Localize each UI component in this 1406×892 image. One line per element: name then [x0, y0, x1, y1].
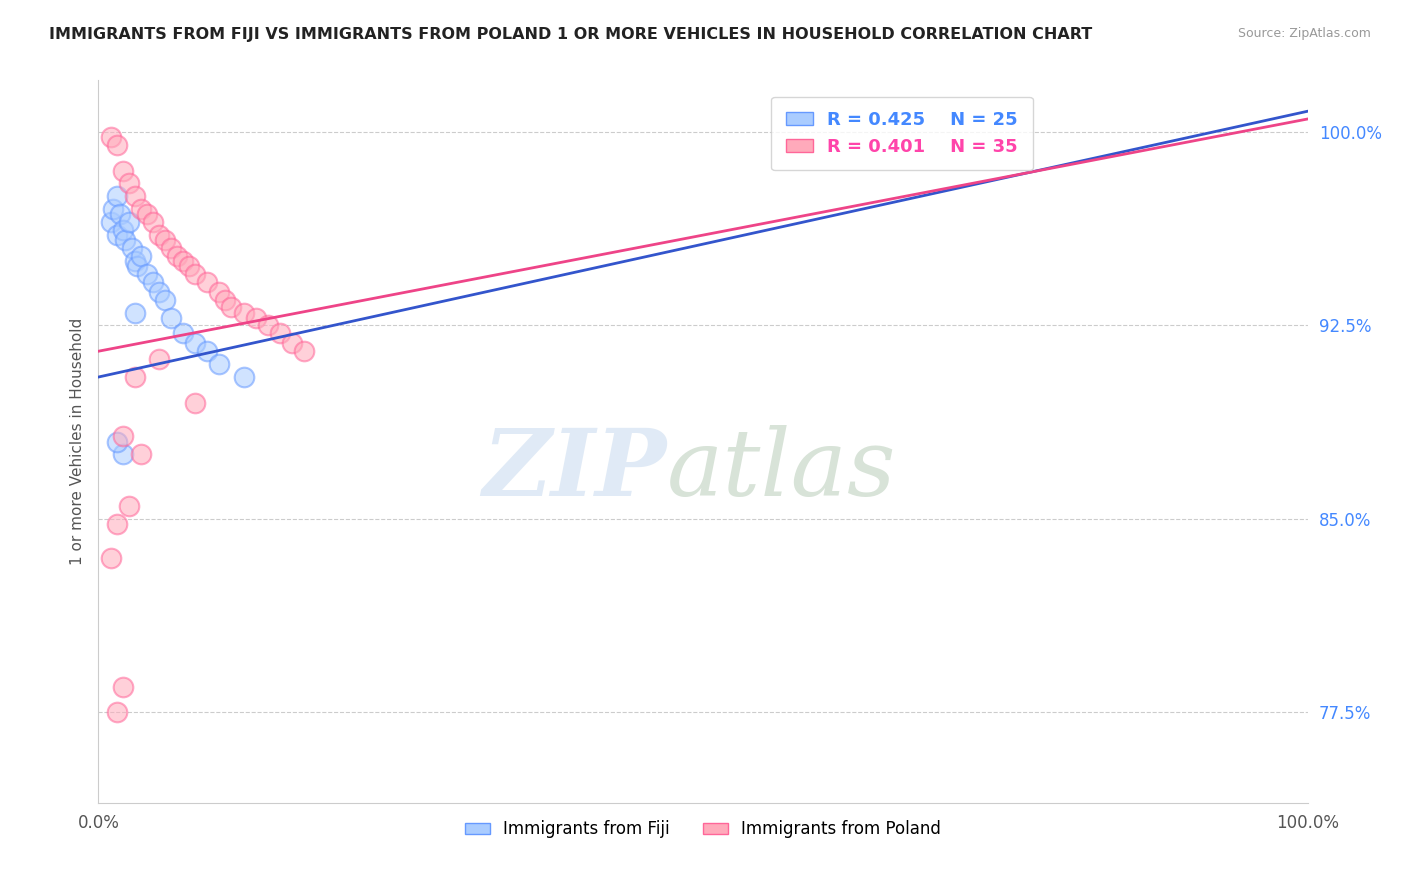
- Point: [127, 259, 149, 273]
- Point: [153, 293, 176, 307]
- Point: [124, 189, 146, 203]
- Point: [160, 310, 183, 325]
- Point: [184, 336, 207, 351]
- Point: [142, 215, 165, 229]
- Point: [208, 285, 231, 299]
- Point: [105, 137, 128, 152]
- Point: [105, 228, 128, 243]
- Point: [124, 305, 146, 319]
- Point: [160, 241, 183, 255]
- Point: [101, 202, 124, 217]
- Point: [195, 344, 218, 359]
- Point: [179, 259, 201, 273]
- Point: [121, 241, 143, 255]
- Point: [105, 517, 128, 532]
- Point: [111, 680, 134, 694]
- Point: [184, 267, 207, 281]
- Point: [124, 254, 146, 268]
- Point: [118, 215, 141, 229]
- Point: [153, 233, 176, 247]
- Point: [129, 447, 152, 461]
- Point: [118, 499, 141, 513]
- Point: [105, 706, 128, 720]
- Point: [148, 351, 170, 366]
- Text: atlas: atlas: [666, 425, 896, 516]
- Point: [142, 275, 165, 289]
- Text: Source: ZipAtlas.com: Source: ZipAtlas.com: [1237, 27, 1371, 40]
- Point: [135, 267, 157, 281]
- Point: [108, 207, 131, 221]
- Point: [221, 301, 243, 315]
- Point: [292, 344, 315, 359]
- Point: [208, 357, 231, 371]
- Point: [100, 550, 122, 565]
- Point: [214, 293, 236, 307]
- Point: [124, 370, 146, 384]
- Point: [118, 177, 141, 191]
- Point: [105, 189, 128, 203]
- Point: [111, 447, 134, 461]
- Point: [172, 254, 194, 268]
- Point: [166, 249, 188, 263]
- Point: [269, 326, 291, 341]
- Point: [281, 336, 304, 351]
- Point: [129, 249, 152, 263]
- Point: [114, 233, 136, 247]
- Point: [172, 326, 194, 341]
- Point: [232, 305, 254, 319]
- Point: [245, 310, 267, 325]
- Legend: Immigrants from Fiji, Immigrants from Poland: Immigrants from Fiji, Immigrants from Po…: [458, 814, 948, 845]
- Point: [100, 215, 122, 229]
- Point: [148, 285, 170, 299]
- Point: [105, 434, 128, 449]
- Point: [100, 130, 122, 145]
- Point: [129, 202, 152, 217]
- Point: [111, 163, 134, 178]
- Text: IMMIGRANTS FROM FIJI VS IMMIGRANTS FROM POLAND 1 OR MORE VEHICLES IN HOUSEHOLD C: IMMIGRANTS FROM FIJI VS IMMIGRANTS FROM …: [49, 27, 1092, 42]
- Point: [111, 223, 134, 237]
- Point: [232, 370, 254, 384]
- Point: [195, 275, 218, 289]
- Point: [256, 318, 278, 333]
- Point: [111, 429, 134, 443]
- Y-axis label: 1 or more Vehicles in Household: 1 or more Vehicles in Household: [69, 318, 84, 566]
- Point: [148, 228, 170, 243]
- Text: ZIP: ZIP: [482, 425, 666, 516]
- Point: [135, 207, 157, 221]
- Point: [184, 396, 207, 410]
